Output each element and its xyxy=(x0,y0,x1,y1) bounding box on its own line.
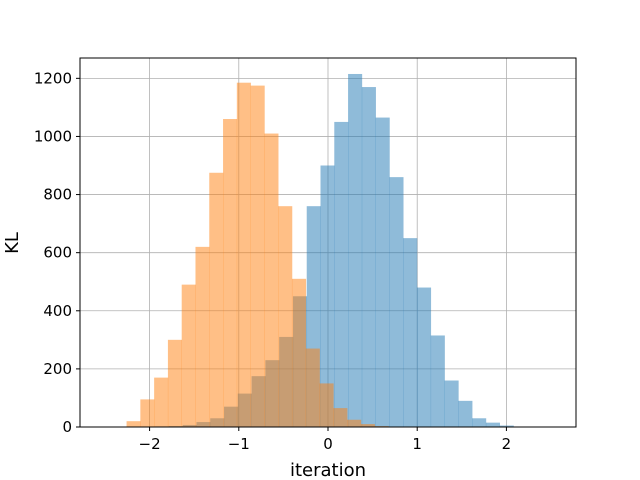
histogram-bars xyxy=(126,73,514,428)
histogram-bar-series-1 xyxy=(389,177,404,427)
histogram-bar-series-2 xyxy=(278,206,293,427)
histogram-bar-series-1 xyxy=(485,422,500,427)
histogram-bar-series-2 xyxy=(305,348,320,427)
x-tick-label: 0 xyxy=(323,435,333,453)
histogram-bar-series-2 xyxy=(154,377,169,427)
histogram-bar-series-2 xyxy=(291,278,307,427)
histogram-bar-series-1 xyxy=(320,165,335,427)
x-tick-label: 2 xyxy=(502,435,512,453)
histogram-bar-series-2 xyxy=(181,284,196,427)
x-tick-label: −1 xyxy=(228,435,250,453)
histogram-bar-series-2 xyxy=(250,85,265,428)
histogram-bar-series-1 xyxy=(361,87,376,427)
y-tick-label: 600 xyxy=(43,244,72,262)
y-tick-label: 800 xyxy=(43,186,72,204)
x-axis-label: iteration xyxy=(290,460,366,480)
histogram-bar-series-2 xyxy=(360,424,375,427)
histogram-bar-series-2 xyxy=(333,408,348,427)
y-tick-label: 1200 xyxy=(34,69,72,87)
histogram-bar-series-2 xyxy=(140,399,155,427)
histogram-bar-series-2 xyxy=(223,119,238,427)
histogram-bar-series-2 xyxy=(347,419,362,427)
histogram-bar-series-1 xyxy=(334,121,349,427)
histogram-bar-series-1 xyxy=(430,335,445,427)
histogram-bar-series-2 xyxy=(209,172,224,427)
histogram-bar-series-2 xyxy=(319,383,334,427)
x-tick-label: 1 xyxy=(412,435,422,453)
histogram-bar-series-2 xyxy=(126,421,141,427)
histogram-bar-series-1 xyxy=(444,380,459,427)
histogram-bar-series-1 xyxy=(348,73,363,427)
histogram-bar-series-1 xyxy=(375,117,390,428)
y-tick-label: 1000 xyxy=(34,127,72,145)
axes: −2 −1 0 1 2 0 200 400 600 800 1000 1200 xyxy=(34,57,577,453)
y-tick-label: 200 xyxy=(43,360,72,378)
histogram-bar-series-2 xyxy=(195,246,210,427)
histogram-bar-series-1 xyxy=(472,418,487,427)
histogram-bar-series-1 xyxy=(403,238,418,427)
y-tick-label: 400 xyxy=(43,302,72,320)
y-tick-label: 0 xyxy=(62,418,72,436)
x-tick-label: −2 xyxy=(139,435,161,453)
histogram-bar-series-2 xyxy=(167,339,182,427)
histogram-bar-series-2 xyxy=(264,133,279,427)
histogram-bar-series-2 xyxy=(236,82,251,428)
y-axis-label: KL xyxy=(2,232,23,254)
histogram-bar-series-1 xyxy=(458,400,473,427)
histogram-bar-series-1 xyxy=(499,425,514,427)
histogram-bar-series-1 xyxy=(416,287,432,427)
